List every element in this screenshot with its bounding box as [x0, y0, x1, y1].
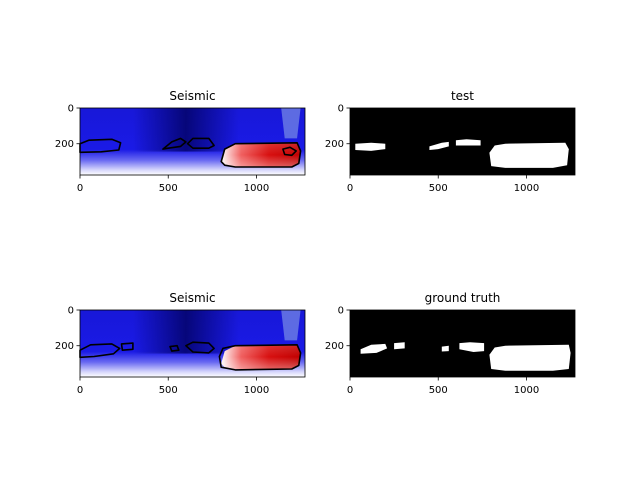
axes-frame — [79, 309, 306, 378]
x-tick-label: 500 — [429, 183, 448, 194]
contour-1 — [79, 138, 122, 154]
mask-blob-4 — [459, 342, 485, 352]
panel-title: test — [451, 89, 474, 103]
x-tick-label: 1000 — [514, 183, 539, 194]
panel-title: Seismic — [169, 291, 215, 305]
x-tick-label: 0 — [347, 183, 353, 194]
dark-band — [132, 108, 239, 152]
mask-blob-1 — [355, 142, 386, 151]
y-tick-label: 200 — [325, 341, 344, 352]
x-tick-label: 500 — [159, 385, 178, 396]
x-tick-label: 1000 — [244, 183, 269, 194]
mask-blob-3 — [455, 139, 481, 146]
y-tick-label: 0 — [68, 306, 74, 317]
panel-title: Seismic — [169, 89, 215, 103]
x-tick-label: 500 — [159, 183, 178, 194]
contour-2 — [120, 342, 134, 352]
light-streak — [281, 310, 301, 341]
y-tick-label: 200 — [55, 139, 74, 150]
contour-2 — [162, 137, 187, 150]
contour-1 — [79, 343, 121, 359]
y-tick-label: 0 — [338, 104, 344, 115]
contour-5 — [282, 146, 298, 157]
y-tick-label: 200 — [55, 341, 74, 352]
contour-4 — [185, 341, 215, 354]
mask-blob-2 — [394, 342, 405, 350]
mask-blob-2 — [429, 141, 449, 150]
red-shading — [221, 142, 301, 167]
mask-blob-4 — [489, 142, 569, 168]
contour-4 — [220, 142, 302, 168]
x-tick-label: 0 — [77, 385, 83, 396]
contour-3 — [169, 344, 180, 352]
contour-3 — [186, 137, 215, 149]
axes-frame — [349, 107, 576, 176]
x-tick-label: 0 — [77, 183, 83, 194]
x-tick-label: 500 — [429, 385, 448, 396]
panel-4: 0 500 1000 0 200 ground truth — [325, 291, 576, 396]
panel-3: 0 500 1000 0 200 Seismic — [55, 291, 306, 396]
mask-blob-5 — [489, 344, 571, 371]
dark-band — [132, 310, 239, 354]
panel-title: ground truth — [425, 291, 501, 305]
mask-blob-1 — [360, 343, 388, 354]
y-tick-label: 0 — [338, 306, 344, 317]
axes-frame — [349, 309, 576, 378]
y-tick-label: 200 — [325, 139, 344, 150]
axes-frame — [79, 107, 306, 176]
light-streak — [281, 108, 301, 139]
y-tick-label: 0 — [68, 104, 74, 115]
x-tick-label: 0 — [347, 385, 353, 396]
contour-5 — [218, 343, 302, 371]
mask-blob-3 — [441, 345, 449, 352]
x-tick-label: 1000 — [514, 385, 539, 396]
panel-2: 0 500 1000 0 200 test — [325, 89, 576, 194]
panel-1: 0 500 1000 0 200 Seismic — [55, 89, 306, 194]
x-tick-label: 1000 — [244, 385, 269, 396]
red-shading — [221, 344, 301, 369]
